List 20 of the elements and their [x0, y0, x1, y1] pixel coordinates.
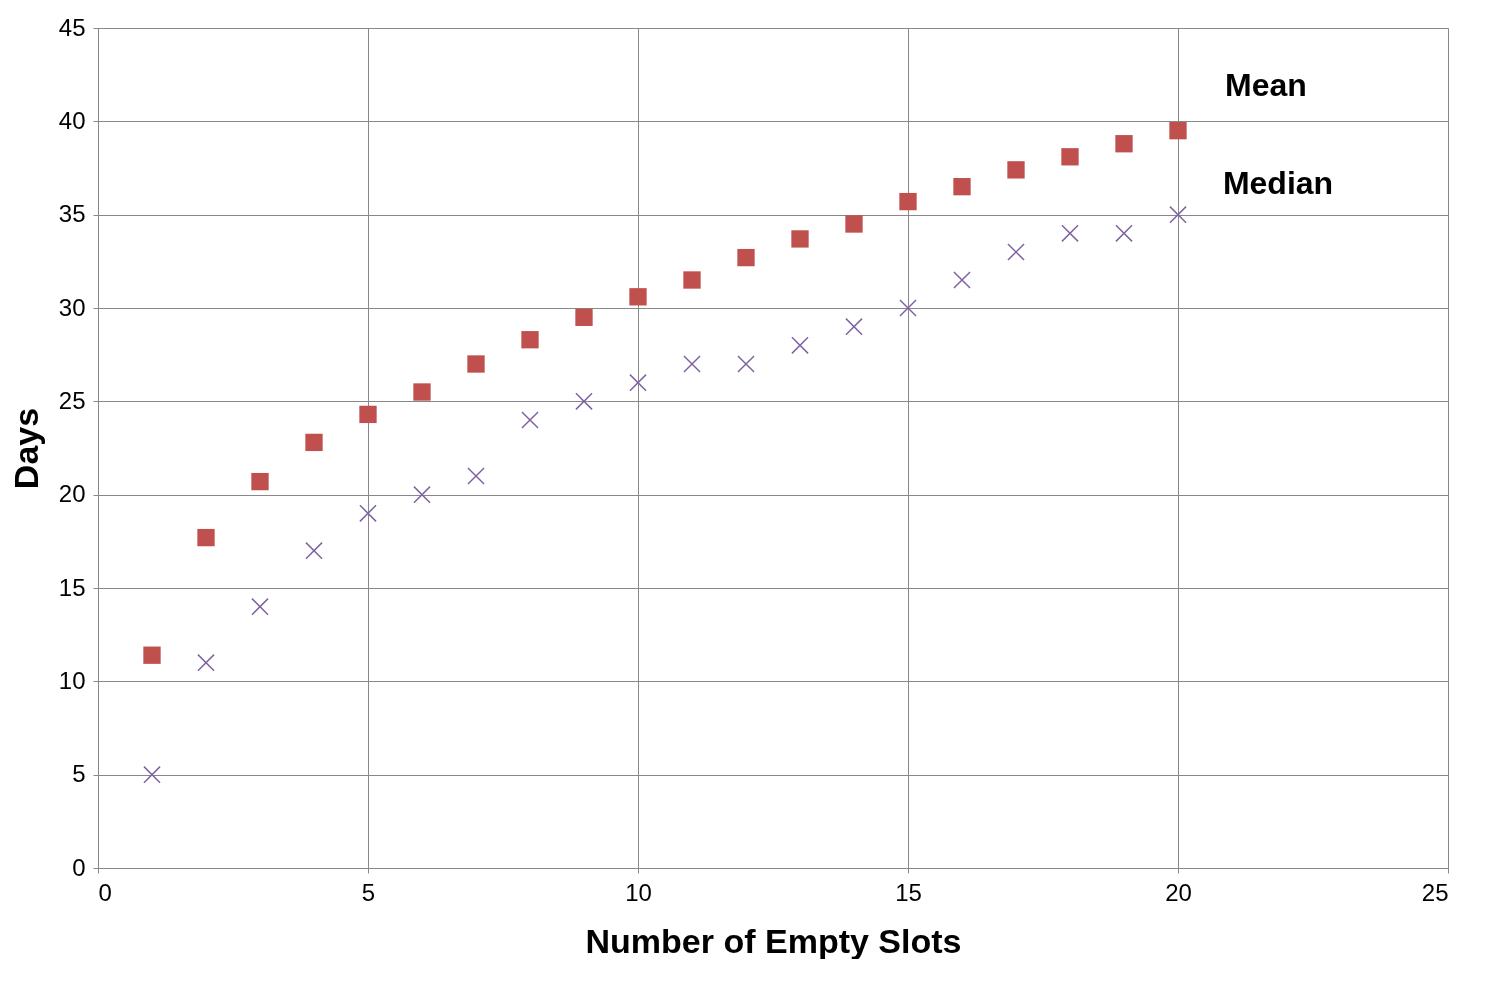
y-tick-label: 35 [58, 200, 86, 228]
y-axis-title: Days [6, 407, 45, 490]
y-tick-label: 25 [58, 386, 86, 414]
x-tick-label: 0 [98, 878, 112, 906]
y-tick-label: 10 [58, 666, 86, 694]
y-tick-label: 30 [58, 293, 86, 321]
series-label: Mean [1225, 66, 1307, 103]
y-tick-label: 45 [58, 13, 86, 41]
x-tick-label: 20 [1165, 878, 1192, 906]
series-label: Median [1222, 164, 1334, 201]
y-tick-label: 15 [58, 573, 86, 601]
y-tick-label: 20 [58, 480, 86, 508]
y-tick-label: 5 [72, 760, 86, 788]
y-tick-label: 0 [72, 853, 86, 881]
x-tick-label: 25 [1421, 878, 1449, 906]
x-axis-title: Number of Empty Slots [585, 921, 962, 960]
y-tick-label: 40 [58, 106, 86, 134]
x-tick-label: 15 [895, 878, 922, 906]
x-tick-label: 10 [625, 878, 652, 906]
x-tick-label: 5 [361, 878, 376, 906]
